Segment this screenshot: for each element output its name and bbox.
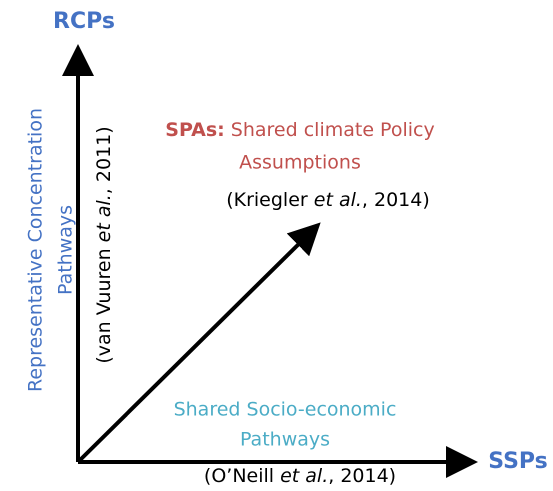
citation-part: (O’Neill xyxy=(204,465,280,487)
citation-part: , 2014) xyxy=(328,465,396,487)
description-line: Pathways xyxy=(55,205,77,295)
description-line: Representative Concentration xyxy=(25,108,47,392)
y-axis-label: RCPs xyxy=(53,9,115,34)
citation-part: et al. xyxy=(314,189,362,211)
description-line: Shared climate Policy xyxy=(225,119,435,141)
citation-part: (van Vuuren xyxy=(93,242,115,363)
description-line: Pathways xyxy=(240,429,330,451)
x-axis-label: SSPs xyxy=(488,449,548,474)
description-line: Assumptions xyxy=(239,152,361,174)
diagonal-title: SPAs: Shared climate Policy xyxy=(165,119,434,141)
citation-part: , 2014) xyxy=(362,189,430,211)
diagonal-citation: (Kriegler et al., 2014) xyxy=(226,189,430,211)
abbreviation: SPAs: xyxy=(165,119,224,141)
citation-part: (Kriegler xyxy=(226,189,314,211)
y-axis-description: Representative Concentration Pathways xyxy=(25,108,77,392)
citation-part: , 2011) xyxy=(93,126,115,194)
y-axis-citation: (van Vuuren et al., 2011) xyxy=(93,126,115,363)
citation-part: et al. xyxy=(93,194,115,242)
citation-part: et al. xyxy=(280,465,328,487)
x-axis-citation: (O’Neill et al., 2014) xyxy=(204,465,396,487)
description-line: Shared Socio-economic xyxy=(174,399,397,421)
diagonal-arrow xyxy=(76,222,321,464)
